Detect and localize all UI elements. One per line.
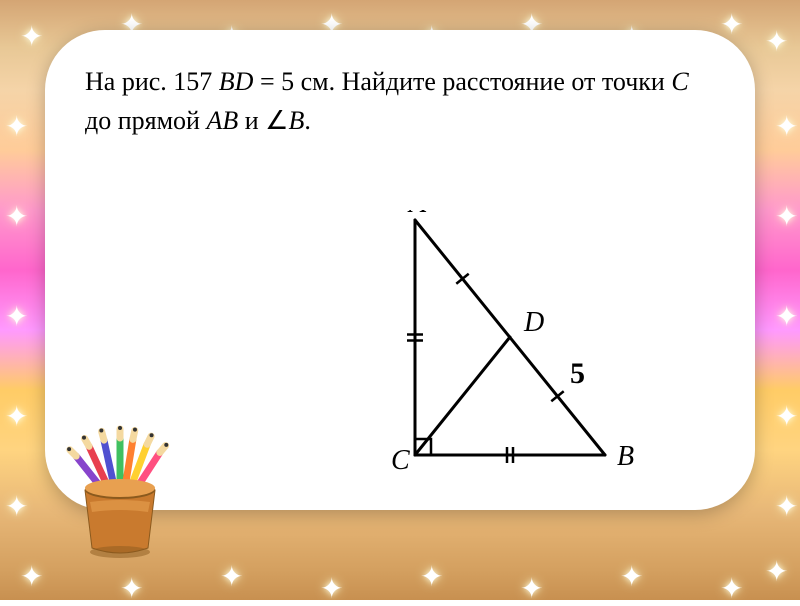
sparkle-icon: ✦ — [775, 300, 798, 334]
sparkle-icon: ✦ — [775, 200, 798, 234]
text-prefix: На рис. 157 — [85, 67, 219, 96]
sparkle-icon: ✦ — [5, 400, 28, 434]
text-equals: = 5 см. Найдите расстояние от точки — [253, 67, 671, 96]
sparkle-icon: ✦ — [775, 490, 798, 524]
text-line2: до прямой — [85, 106, 206, 135]
sparkle-icon: ✦ — [5, 300, 28, 334]
sparkle-icon: ✦ — [5, 490, 28, 524]
sparkle-icon: ✦ — [120, 572, 143, 606]
sparkle-icon: ✦ — [320, 572, 343, 606]
sparkle-icon: ✦ — [775, 400, 798, 434]
sparkle-icon: ✦ — [720, 572, 743, 606]
slide-frame: ✦✦✦✦✦✦✦✦✦✦✦✦✦✦✦✦✦✦✦✦✦✦✦✦✦✦✦✦ На рис. 157… — [0, 0, 800, 600]
svg-text:5: 5 — [570, 357, 585, 390]
sparkle-icon: ✦ — [520, 572, 543, 606]
sparkle-icon: ✦ — [765, 25, 788, 59]
sparkle-icon: ✦ — [220, 560, 243, 594]
svg-text:C: C — [391, 445, 410, 476]
sparkle-icon: ✦ — [5, 200, 28, 234]
bd-label: BD — [219, 67, 254, 96]
sparkle-icon: ✦ — [420, 560, 443, 594]
problem-text: На рис. 157 BD = 5 см. Найдите расстояни… — [85, 62, 715, 140]
svg-text:B: B — [617, 441, 634, 472]
svg-text:D: D — [523, 307, 544, 338]
geometry-diagram: A B C D5 — [345, 210, 665, 500]
c-label: C — [671, 67, 688, 96]
sparkle-icon: ✦ — [5, 110, 28, 144]
sparkle-icon: ✦ — [20, 560, 43, 594]
text-period: . — [304, 106, 311, 135]
svg-text:A: A — [407, 210, 427, 219]
b-label: B — [288, 106, 304, 135]
sparkle-icon: ✦ — [620, 560, 643, 594]
sparkle-icon: ✦ — [775, 110, 798, 144]
text-and: и ∠ — [238, 106, 288, 135]
sparkle-icon: ✦ — [20, 20, 43, 54]
pencil-cup-icon — [60, 420, 180, 560]
sparkle-icon: ✦ — [765, 555, 788, 589]
ab-label: AB — [206, 106, 238, 135]
